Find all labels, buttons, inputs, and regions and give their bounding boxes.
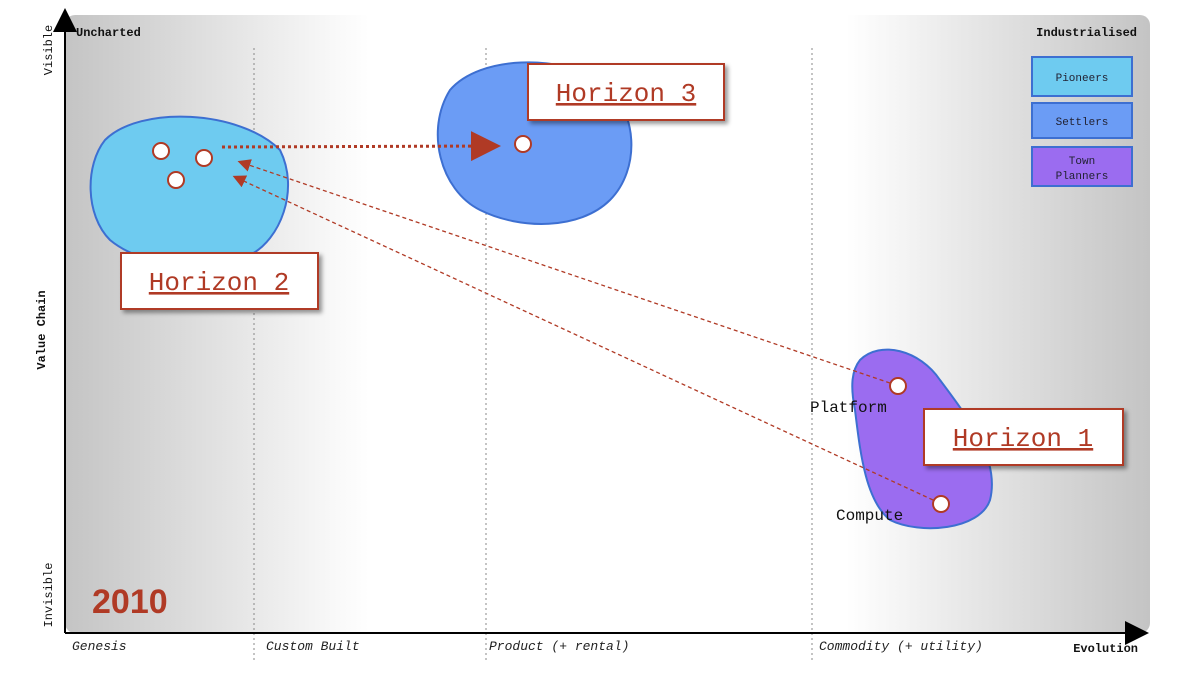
components (152, 135, 950, 513)
stage-label: Product (+ rental) (489, 639, 629, 654)
legend-label: Pioneers (1056, 73, 1109, 85)
horizon-box (923, 408, 1124, 466)
legend-swatch (1031, 146, 1133, 187)
node-label: Compute (836, 507, 903, 525)
legend-label: Planners (1056, 171, 1109, 183)
dependency-arrow (232, 175, 934, 501)
town-planners-blob (851, 348, 993, 530)
node-label: Platform (810, 399, 887, 417)
stage-label: Custom Built (266, 639, 360, 654)
legend-swatch (1031, 56, 1133, 97)
corner-label: Industrialised (1036, 26, 1137, 40)
y-axis-title: Value Chain (35, 290, 49, 369)
horizon-box (120, 252, 319, 310)
corner-label: Uncharted (76, 26, 141, 40)
y-axis-top: Visible (42, 25, 56, 75)
dependency-arrow (237, 159, 891, 384)
stage-label: Genesis (72, 639, 127, 654)
pioneers-blob (89, 115, 289, 267)
horizon-label: Horizon 2 (149, 268, 289, 298)
stage-label: Commodity (+ utility) (819, 639, 983, 654)
legend-label: Settlers (1056, 117, 1109, 129)
x-axis-title: Evolution (1073, 642, 1138, 656)
horizon-label: Horizon 3 (556, 79, 696, 109)
horizon-label: Horizon 1 (953, 424, 1093, 454)
year: 2010 (92, 583, 168, 621)
legend-swatch (1031, 102, 1133, 139)
horizon-box (527, 63, 725, 121)
legend-label: Town (1069, 156, 1095, 168)
y-axis-bottom: Invisible (42, 563, 56, 628)
